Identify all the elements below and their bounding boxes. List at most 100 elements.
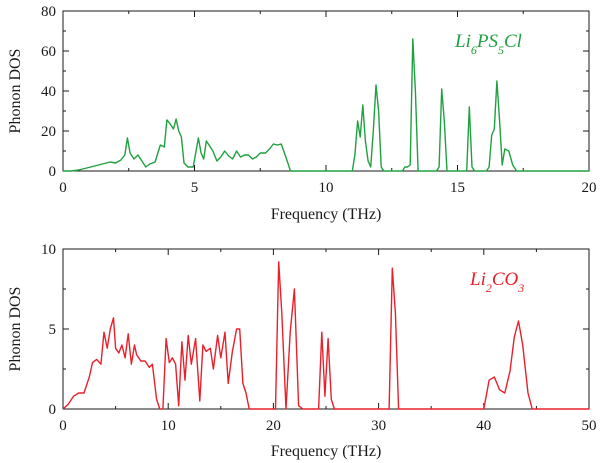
data-point <box>220 156 221 157</box>
data-point <box>240 156 241 157</box>
data-point <box>68 404 69 405</box>
data-point <box>73 396 74 397</box>
data-point <box>137 154 138 155</box>
data-point <box>249 408 250 409</box>
legend-subscript: 2 <box>486 281 492 295</box>
data-point <box>199 400 200 401</box>
data-point <box>173 128 174 129</box>
data-point <box>373 130 374 131</box>
data-point <box>70 170 71 171</box>
x-tick-label: 30 <box>371 418 386 434</box>
data-point <box>224 150 225 151</box>
data-point <box>265 152 266 153</box>
data-point <box>212 150 213 151</box>
data-point <box>217 335 218 336</box>
data-point <box>294 288 295 289</box>
legend-label: Li6PS5Cl <box>454 31 522 57</box>
data-point <box>290 332 291 333</box>
data-point <box>242 383 243 384</box>
data-point <box>113 317 114 318</box>
data-point <box>383 170 384 171</box>
data-point <box>294 170 295 171</box>
data-point <box>504 148 505 149</box>
x-tick-label: 20 <box>266 418 281 434</box>
data-point <box>160 144 161 145</box>
data-point <box>183 162 184 163</box>
data-point <box>145 360 146 361</box>
legend-text: Li <box>454 31 471 52</box>
data-point <box>328 338 329 339</box>
data-point <box>512 164 513 165</box>
y-tick-label: 10 <box>41 242 56 258</box>
data-point <box>216 160 217 161</box>
data-point <box>145 166 146 167</box>
data-point <box>318 408 319 409</box>
data-point <box>187 166 188 167</box>
data-point <box>184 380 185 381</box>
data-point <box>121 344 122 345</box>
x-axis-label: Frequency (THz) <box>271 443 382 460</box>
x-tick-label: 20 <box>582 180 597 196</box>
data-point <box>92 362 93 363</box>
data-point <box>86 167 87 168</box>
data-point <box>244 154 245 155</box>
data-point <box>489 380 490 381</box>
data-point <box>96 359 97 360</box>
data-point <box>83 392 84 393</box>
data-point <box>523 170 524 171</box>
data-point <box>360 136 361 137</box>
data-point <box>149 163 150 164</box>
data-point <box>166 338 167 339</box>
data-point <box>141 160 142 161</box>
data-point <box>131 364 132 365</box>
data-point <box>471 166 472 167</box>
data-point <box>220 357 221 358</box>
data-point <box>285 408 286 409</box>
data-point <box>527 392 528 393</box>
data-point <box>213 368 214 369</box>
data-point <box>239 328 240 329</box>
data-point <box>159 408 160 409</box>
data-point <box>321 332 322 333</box>
data-point <box>302 408 303 409</box>
data-point <box>149 367 150 368</box>
data-point <box>202 344 203 345</box>
data-point <box>474 170 475 171</box>
data-point <box>124 154 125 155</box>
data-point <box>362 104 363 105</box>
data-point <box>436 170 437 171</box>
data-point <box>236 150 237 151</box>
data-point <box>176 118 177 119</box>
x-tick-label: 0 <box>59 418 67 434</box>
data-point <box>164 146 165 147</box>
data-point <box>62 408 63 409</box>
data-point <box>389 408 390 409</box>
y-tick-label: 40 <box>41 84 56 100</box>
legend-text: Li <box>469 269 486 290</box>
data-point <box>439 166 440 167</box>
data-point <box>89 376 90 377</box>
data-point <box>125 357 126 358</box>
data-point <box>502 164 503 165</box>
data-point <box>94 165 95 166</box>
data-point <box>102 163 103 164</box>
data-point <box>134 344 135 345</box>
y-tick-label: 0 <box>49 402 57 418</box>
data-point <box>510 370 511 371</box>
data-point <box>516 170 517 171</box>
data-point <box>444 120 445 121</box>
data-point <box>103 332 104 333</box>
data-point <box>120 159 121 160</box>
data-point <box>193 166 194 167</box>
x-axis-label: Frequency (THz) <box>271 206 382 223</box>
data-point <box>110 328 111 329</box>
legend-subscript: 3 <box>517 281 524 295</box>
x-tick-label: 5 <box>191 180 199 196</box>
data-point <box>401 408 402 409</box>
data-point <box>441 88 442 89</box>
data-point <box>62 170 63 171</box>
x-tick-label: 15 <box>450 180 465 196</box>
data-point <box>206 140 207 141</box>
data-point <box>107 348 108 349</box>
y-axis-label: Phonon DOS <box>7 49 24 134</box>
